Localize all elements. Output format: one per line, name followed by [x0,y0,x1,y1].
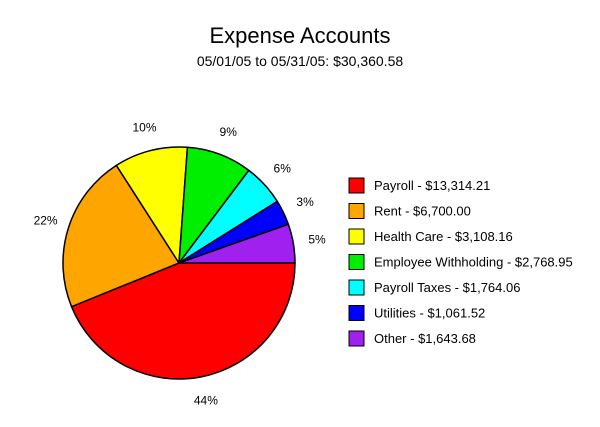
percent-label: 6% [274,161,292,175]
percent-label: 44% [194,393,218,407]
legend-swatch [348,279,365,296]
pie-slice [70,262,296,380]
legend-label: Utilities - $1,061.52 [374,306,485,321]
percent-labels: 44% 22% 10% 9% 6% 3% 5% [34,120,326,407]
chart-subtitle: 05/01/05 to 05/31/05: $30,360.58 [197,53,404,69]
legend-label: Payroll - $13,314.21 [374,178,490,193]
legend-swatch [348,203,365,219]
legend-label: Other - $1,643.68 [374,331,476,346]
pie-slice [178,223,296,264]
percent-label: 9% [220,125,238,139]
legend-swatch [348,330,365,347]
legend-swatch [348,254,365,270]
legend: Payroll - $13,314.21 Rent - $6,700.00 Heal… [348,177,573,347]
percent-label: 22% [34,214,58,228]
legend-label: Employee Withholding - $2,768.95 [374,255,573,270]
legend-swatch [348,228,365,245]
chart-title: Expense Accounts [209,23,390,48]
percent-label: 10% [132,120,156,134]
legend-swatch [348,305,365,321]
legend-label: Health Care - $3,108.16 [374,229,513,244]
percent-label: 3% [296,195,314,209]
pie-slice [62,164,180,308]
legend-swatch [348,177,365,194]
legend-label: Rent - $6,700.00 [374,204,471,219]
legend-label: Payroll Taxes - $1,764.06 [374,280,520,295]
percent-label: 5% [308,232,326,246]
pie-slice [115,146,189,264]
pie-slices [62,146,296,380]
